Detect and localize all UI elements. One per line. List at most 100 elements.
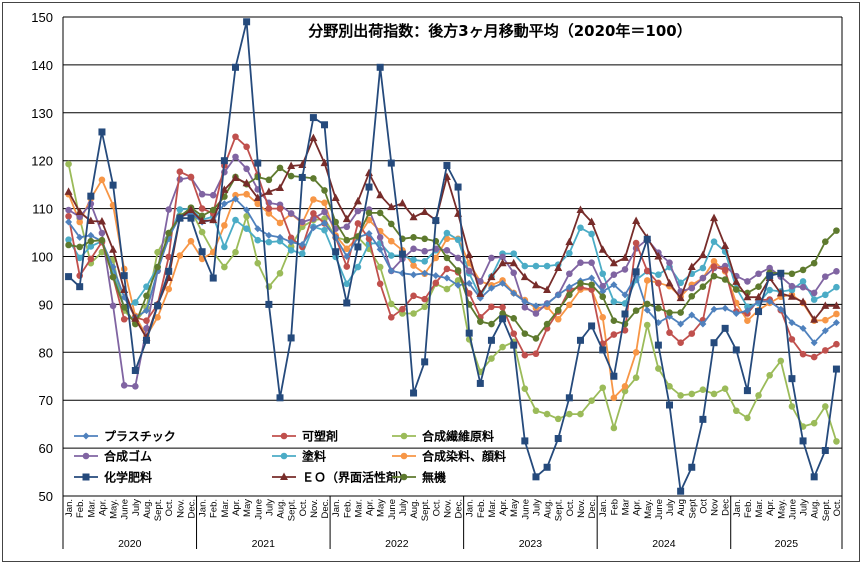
data-point bbox=[454, 236, 462, 244]
month-tick-label: Feb. bbox=[342, 499, 353, 518]
data-point bbox=[387, 220, 395, 228]
data-point bbox=[343, 280, 351, 288]
data-point bbox=[154, 302, 162, 310]
year-label: 2023 bbox=[519, 538, 543, 550]
month-tick-label: Jan. bbox=[198, 499, 209, 517]
data-point bbox=[287, 161, 296, 169]
data-point bbox=[799, 350, 807, 358]
data-point bbox=[732, 346, 740, 354]
data-point bbox=[665, 278, 674, 287]
data-point bbox=[243, 143, 250, 151]
data-point bbox=[498, 258, 507, 267]
month-tick-label: Feb. bbox=[75, 499, 86, 518]
data-point bbox=[254, 236, 262, 244]
data-point bbox=[109, 245, 118, 253]
data-point bbox=[176, 214, 184, 222]
data-point bbox=[599, 346, 607, 354]
data-point bbox=[298, 218, 306, 226]
data-point bbox=[821, 301, 830, 309]
data-point bbox=[321, 187, 328, 194]
month-tick-label: Apr. bbox=[498, 499, 509, 516]
month-tick-label: June bbox=[253, 499, 264, 520]
data-point bbox=[187, 173, 195, 181]
data-point bbox=[254, 159, 262, 167]
data-point bbox=[309, 133, 318, 142]
month-tick-label: Jan. bbox=[465, 499, 476, 517]
year-label: 2021 bbox=[252, 538, 276, 550]
legend-item: 無機 bbox=[392, 470, 446, 485]
data-point bbox=[788, 336, 796, 343]
data-point bbox=[521, 330, 529, 337]
data-point bbox=[254, 259, 262, 267]
data-point bbox=[109, 181, 117, 189]
legend-item: 合成染料、顔料 bbox=[392, 449, 506, 464]
data-point bbox=[232, 216, 239, 224]
data-point bbox=[421, 235, 428, 243]
data-point bbox=[376, 209, 384, 217]
month-tick-label: July bbox=[131, 499, 142, 516]
data-point bbox=[666, 383, 673, 390]
data-point bbox=[477, 278, 484, 285]
data-point bbox=[520, 272, 529, 281]
data-point bbox=[721, 276, 729, 283]
data-point bbox=[454, 277, 462, 284]
month-tick-label: Sept. bbox=[420, 499, 431, 521]
data-point bbox=[409, 212, 418, 221]
data-point bbox=[65, 218, 73, 226]
data-point bbox=[632, 349, 640, 356]
legend-item: 化学肥料 bbox=[74, 470, 152, 485]
data-point bbox=[232, 248, 239, 256]
data-point bbox=[610, 317, 618, 324]
data-point bbox=[243, 212, 250, 220]
data-point bbox=[143, 283, 150, 290]
data-point bbox=[232, 191, 239, 199]
data-point bbox=[176, 206, 184, 213]
data-point bbox=[532, 350, 540, 358]
data-point bbox=[321, 199, 328, 207]
month-tick-label: Nov. bbox=[175, 499, 186, 518]
data-point bbox=[543, 410, 551, 418]
data-point bbox=[443, 274, 451, 282]
data-point bbox=[688, 463, 696, 471]
data-point bbox=[265, 238, 273, 246]
data-point bbox=[131, 367, 139, 375]
data-point bbox=[343, 253, 351, 260]
legend-label: 合成染料、顔料 bbox=[422, 449, 506, 464]
legend-label: ＥＯ（界面活性剤） bbox=[302, 470, 410, 485]
data-point bbox=[610, 372, 618, 380]
data-point bbox=[221, 263, 228, 271]
series-line bbox=[67, 135, 837, 359]
data-point bbox=[687, 262, 696, 271]
month-tick-label: Mar bbox=[620, 499, 631, 515]
data-point bbox=[187, 214, 195, 222]
month-tick-label: Oct. bbox=[431, 499, 442, 516]
data-point bbox=[577, 280, 584, 287]
y-tick-label: 60 bbox=[39, 441, 53, 456]
data-point bbox=[387, 202, 396, 211]
data-point bbox=[488, 303, 495, 311]
month-tick-label: Nov. bbox=[576, 499, 587, 518]
data-point bbox=[76, 243, 83, 251]
data-point bbox=[365, 168, 374, 177]
data-point bbox=[643, 306, 651, 314]
data-point bbox=[276, 205, 284, 212]
data-point bbox=[421, 269, 429, 277]
data-point bbox=[710, 390, 718, 398]
data-point bbox=[265, 231, 273, 239]
data-point bbox=[220, 157, 228, 165]
data-point bbox=[209, 274, 217, 282]
month-tick-label: Dec. bbox=[186, 499, 197, 519]
data-point bbox=[643, 267, 651, 275]
legend-item: プラスチック bbox=[74, 429, 176, 444]
data-point bbox=[566, 249, 573, 257]
data-point bbox=[287, 234, 295, 242]
data-point bbox=[632, 307, 640, 314]
data-point bbox=[243, 225, 250, 233]
data-point bbox=[387, 252, 395, 259]
month-tick-label: Apr. bbox=[365, 499, 376, 516]
data-point bbox=[766, 272, 774, 280]
data-point bbox=[354, 220, 362, 227]
data-point bbox=[821, 446, 829, 454]
